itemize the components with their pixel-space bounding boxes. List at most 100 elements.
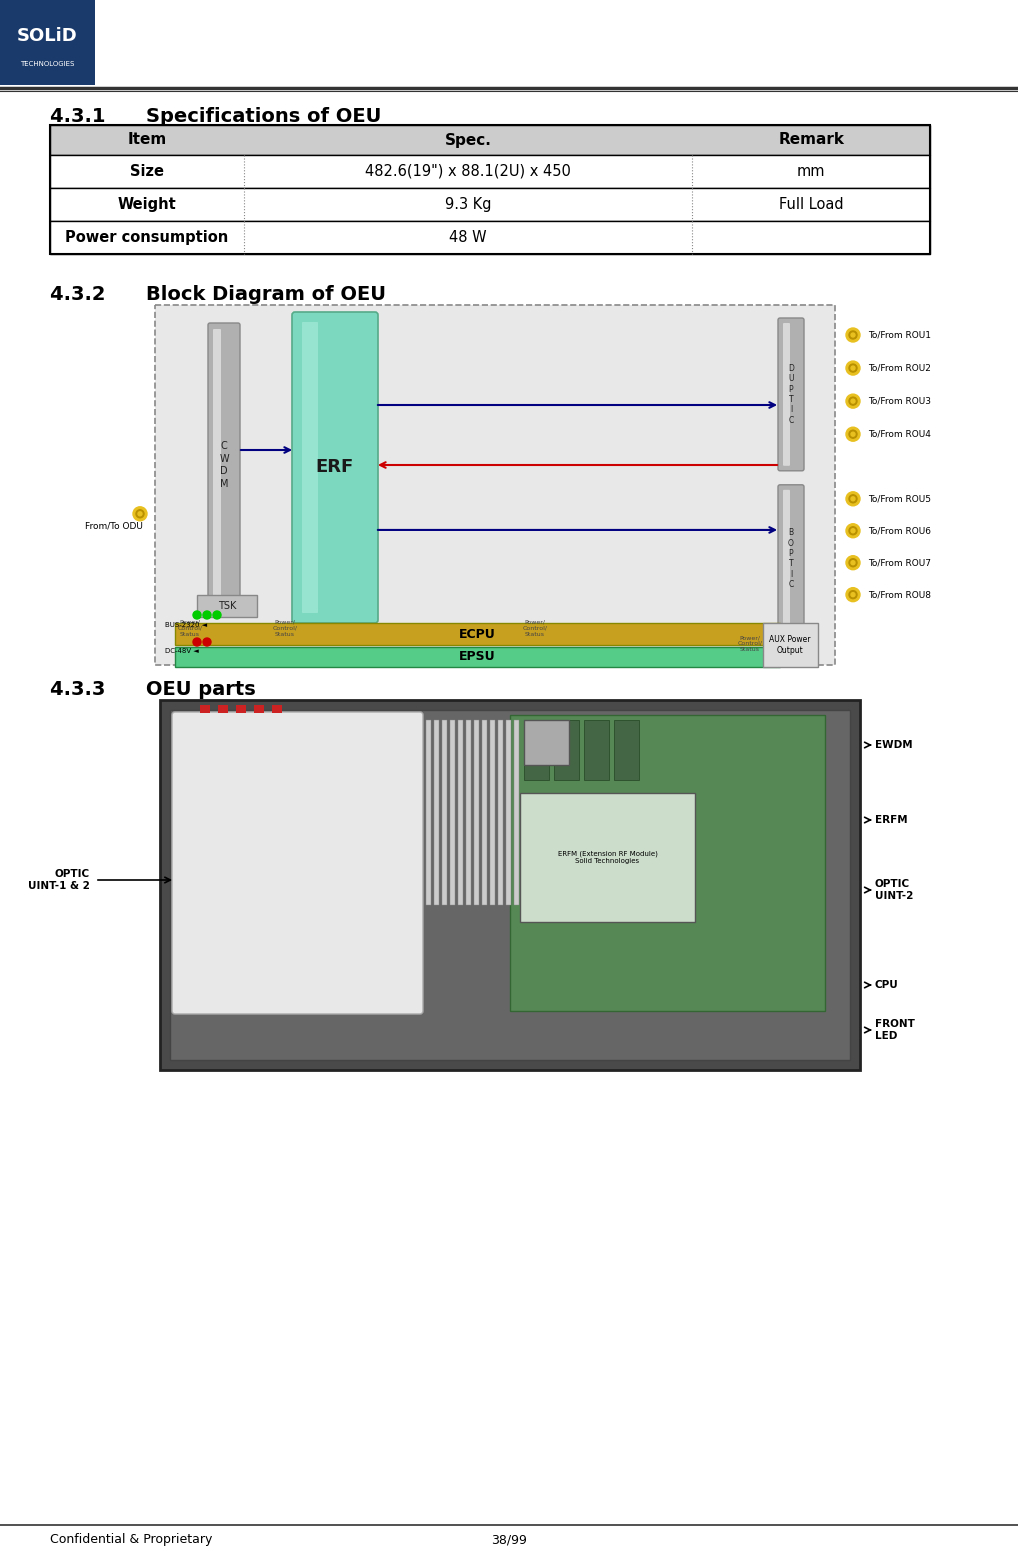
Text: SOLiD: SOLiD [17,27,77,45]
Text: To/From ROU6: To/From ROU6 [868,526,931,535]
FancyBboxPatch shape [50,189,930,222]
Text: OPTIC
UINT-2: OPTIC UINT-2 [875,880,913,900]
Text: AUX Power
Output: AUX Power Output [770,635,810,655]
Text: FRONT
LED: FRONT LED [875,1019,915,1041]
Text: Item: Item [127,133,166,148]
Text: Full Load: Full Load [779,197,844,212]
Text: ERFM (Extension RF Module)
Solid Technologies: ERFM (Extension RF Module) Solid Technol… [558,850,658,864]
Text: D
U
P
T
I
C: D U P T I C [788,363,794,424]
Text: To/From ROU5: To/From ROU5 [868,495,931,504]
FancyBboxPatch shape [155,306,835,665]
Text: Power/
Control/
Status: Power/ Control/ Status [273,619,297,636]
FancyBboxPatch shape [498,721,503,905]
Text: 482.6(19") x 88.1(2U) x 450: 482.6(19") x 88.1(2U) x 450 [365,164,571,179]
Text: Spec.: Spec. [445,133,492,148]
FancyBboxPatch shape [474,721,479,905]
FancyBboxPatch shape [482,721,487,905]
FancyBboxPatch shape [778,485,804,633]
Text: To/From ROU2: To/From ROU2 [868,363,930,373]
FancyBboxPatch shape [208,323,240,607]
Circle shape [846,427,860,441]
Text: Confidential & Proprietary: Confidential & Proprietary [50,1533,213,1546]
Text: 4.3.1      Specifications of OEU: 4.3.1 Specifications of OEU [50,108,382,126]
FancyBboxPatch shape [783,323,790,466]
FancyBboxPatch shape [584,721,609,780]
Circle shape [846,524,860,538]
Text: TSK: TSK [218,601,236,612]
Circle shape [851,529,855,534]
Text: EWDM: EWDM [875,739,912,750]
Circle shape [136,510,144,518]
FancyBboxPatch shape [160,700,860,1070]
Circle shape [849,527,857,535]
FancyBboxPatch shape [520,792,695,922]
FancyBboxPatch shape [458,721,463,905]
FancyBboxPatch shape [524,721,569,764]
Text: CPU: CPU [875,980,899,991]
FancyBboxPatch shape [783,490,790,627]
FancyBboxPatch shape [170,710,850,1059]
Circle shape [846,491,860,505]
Circle shape [851,593,855,596]
Text: C
W
D
M: C W D M [219,441,229,488]
FancyBboxPatch shape [0,0,95,84]
Circle shape [846,328,860,342]
FancyBboxPatch shape [254,705,264,713]
FancyBboxPatch shape [292,312,378,622]
FancyBboxPatch shape [510,714,825,1011]
FancyBboxPatch shape [197,594,257,618]
FancyBboxPatch shape [778,318,804,471]
Circle shape [846,555,860,569]
Circle shape [849,495,857,502]
Circle shape [138,512,142,516]
FancyBboxPatch shape [466,721,471,905]
Text: To/From ROU7: To/From ROU7 [868,558,931,568]
Circle shape [193,612,201,619]
Text: To/From ROU1: To/From ROU1 [868,331,931,340]
FancyBboxPatch shape [172,711,423,1014]
Circle shape [851,432,855,437]
Circle shape [849,363,857,373]
FancyBboxPatch shape [524,721,549,780]
Circle shape [133,507,147,521]
FancyBboxPatch shape [175,622,780,644]
FancyBboxPatch shape [554,721,579,780]
FancyBboxPatch shape [175,647,780,668]
Text: 4.3.3      OEU parts: 4.3.3 OEU parts [50,680,256,699]
Circle shape [851,399,855,402]
Text: Weight: Weight [117,197,176,212]
Text: TECHNOLOGIES: TECHNOLOGIES [20,61,74,67]
Text: To/From ROU8: To/From ROU8 [868,590,931,599]
Circle shape [203,612,211,619]
Text: Power consumption: Power consumption [65,229,228,245]
Circle shape [851,496,855,501]
FancyBboxPatch shape [50,125,930,154]
Text: From/To ODU: From/To ODU [84,521,143,530]
Text: Remark: Remark [778,133,844,148]
Text: 4.3.2      Block Diagram of OEU: 4.3.2 Block Diagram of OEU [50,285,386,304]
Text: B
O
P
T
I
C: B O P T I C [788,529,794,590]
Text: Size: Size [130,164,164,179]
FancyBboxPatch shape [450,721,455,905]
Circle shape [846,360,860,374]
Circle shape [193,638,201,646]
Text: Power/
Control/
Status: Power/ Control/ Status [177,619,203,636]
FancyBboxPatch shape [50,222,930,254]
FancyBboxPatch shape [442,721,447,905]
Text: 48 W: 48 W [449,229,487,245]
Circle shape [851,560,855,565]
Text: To/From ROU3: To/From ROU3 [868,396,931,406]
Text: BUS-2320 ◄: BUS-2320 ◄ [165,622,207,629]
Circle shape [846,588,860,602]
FancyBboxPatch shape [614,721,639,780]
Circle shape [846,395,860,409]
Circle shape [849,431,857,438]
FancyBboxPatch shape [200,705,210,713]
Circle shape [849,331,857,339]
Text: 38/99: 38/99 [491,1533,527,1546]
FancyBboxPatch shape [490,721,495,905]
Text: EPSU: EPSU [459,651,496,663]
Text: To/From ROU4: To/From ROU4 [868,429,930,438]
Circle shape [851,367,855,370]
FancyBboxPatch shape [302,321,318,613]
